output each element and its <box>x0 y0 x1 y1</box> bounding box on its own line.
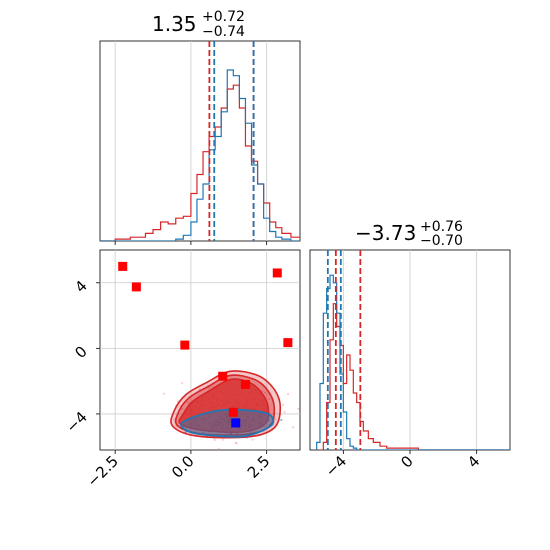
hist-param1-blue <box>100 69 300 241</box>
scatter-point-red <box>292 426 295 429</box>
hist-panel-param2: −4 0 4 −3.73 +0.76 −0.70 <box>309 219 511 480</box>
param2-title-value: −3.73 <box>355 221 416 245</box>
scatter-point-red <box>274 417 277 421</box>
marker-blue-square <box>231 418 241 428</box>
scatter-point-red <box>234 441 237 444</box>
marker-red-square <box>118 261 128 271</box>
scatter-point-red <box>162 392 166 395</box>
scatter-point-red <box>261 389 264 393</box>
x-tick-label: 4 <box>464 452 483 471</box>
marker-red-square <box>131 282 141 292</box>
y-tick-label: 4 <box>71 277 90 296</box>
contour-blue <box>180 408 275 438</box>
param1-title-value: 1.35 <box>152 12 197 36</box>
scatter-point-red <box>173 418 176 421</box>
marker-red-square <box>240 379 250 389</box>
y-tick-label: 0 <box>71 342 90 361</box>
x-tick-label: 2.5 <box>244 452 274 482</box>
scatter-point-red <box>181 382 184 385</box>
param2-title: −3.73 <box>355 221 416 245</box>
marker-red-square <box>218 371 228 381</box>
x-tick-label: 0 <box>397 452 416 471</box>
marker-red-square <box>272 268 282 278</box>
param1-title-minus: −0.74 <box>202 24 245 40</box>
scatter-point-red <box>297 407 300 410</box>
param2-title-minus: −0.70 <box>420 233 463 249</box>
x-tick-label: 0.0 <box>168 452 198 482</box>
scatter-point-red <box>251 438 254 441</box>
scatter-point-red <box>282 403 285 406</box>
scatter-point-red <box>181 407 184 411</box>
scatter-point-red <box>286 392 290 396</box>
scatter-point-red <box>213 438 216 442</box>
scatter-point-red <box>283 410 286 414</box>
contour-red <box>178 378 270 434</box>
marker-red-square <box>228 407 238 417</box>
scatter-point-red <box>221 438 224 441</box>
scatter-panel: −2.5 0.0 2.5 4 0 −4 <box>62 249 301 491</box>
marker-red-square <box>180 340 190 350</box>
param1-title-plus: +0.72 <box>202 9 245 25</box>
scatter-point-red <box>263 391 267 394</box>
hist-param1-frame <box>99 40 301 242</box>
scatter-point-red <box>268 397 271 400</box>
hist-param2-red <box>316 303 510 450</box>
scatter-frame <box>99 249 301 451</box>
x-tick-label: −4 <box>322 452 350 480</box>
scatter-point-blue <box>280 418 283 422</box>
param2-title-plus: +0.76 <box>420 219 463 235</box>
scatter-point-red <box>262 425 266 428</box>
y-tick-label: −4 <box>62 408 90 436</box>
marker-red-square <box>283 338 293 348</box>
scatter-point-red <box>208 386 211 389</box>
x-tick-label: −2.5 <box>83 452 121 490</box>
hist-param1-red <box>100 84 300 241</box>
scatter-point-red <box>217 447 220 450</box>
param1-title: 1.35 <box>152 12 197 36</box>
hist-panel-param1: 1.35 +0.72 −0.74 <box>99 9 301 245</box>
hist-param2-blue <box>316 274 510 450</box>
